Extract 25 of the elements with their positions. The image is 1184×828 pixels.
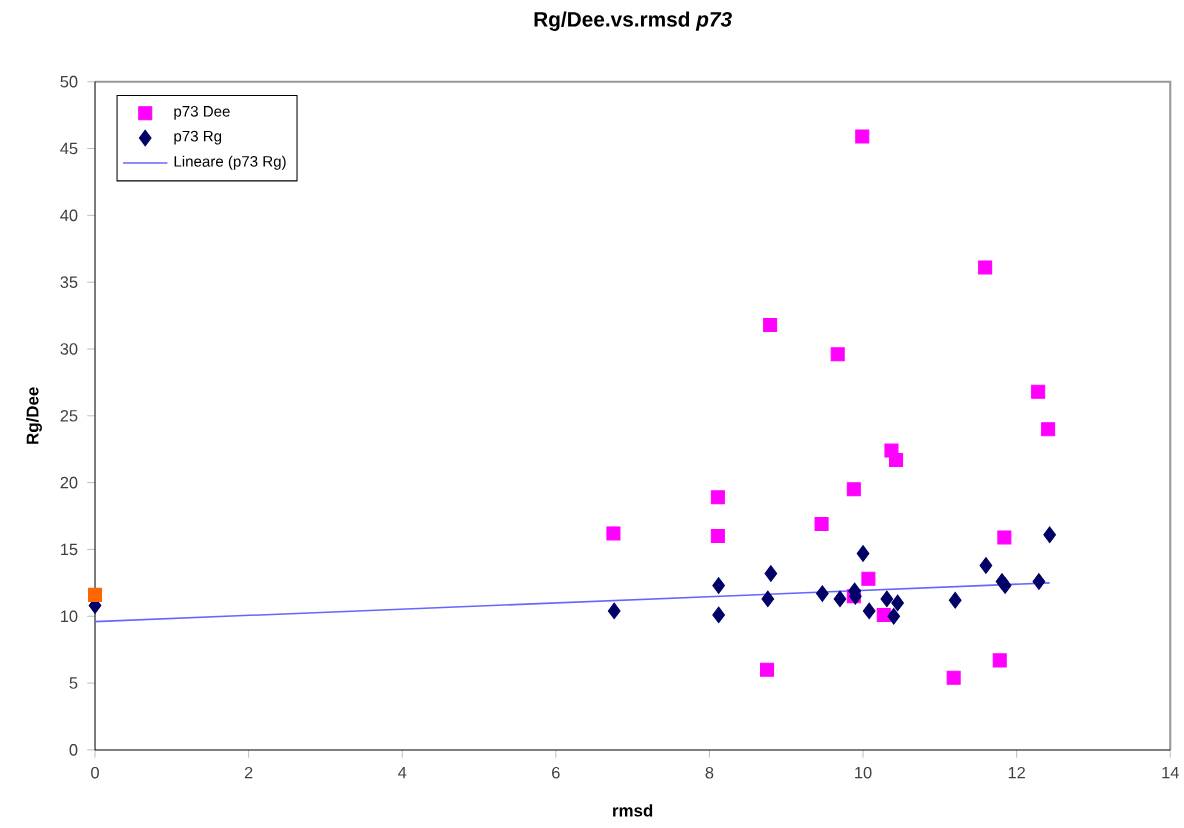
x-axis-title: rmsd bbox=[613, 804, 653, 817]
y-tick-label: 15 bbox=[61, 543, 78, 556]
x-tick-label: 14 bbox=[1162, 766, 1179, 779]
y-tick-label: 30 bbox=[60, 343, 78, 355]
y-tick-label: 0 bbox=[69, 744, 78, 756]
x-tick-label: 10 bbox=[855, 766, 872, 779]
legend-label: p73 Rg bbox=[174, 130, 222, 145]
y-tick-label: 35 bbox=[60, 276, 78, 288]
y-tick-label: 45 bbox=[60, 142, 78, 155]
legend-label: p73 Dee bbox=[174, 106, 230, 120]
x-tick-label: 0 bbox=[91, 766, 99, 779]
y-tick-label: 40 bbox=[60, 209, 78, 222]
legend-label: Lineare (p73 Rg) bbox=[174, 155, 286, 170]
y-tick-label: 5 bbox=[69, 677, 78, 689]
x-tick-label: 12 bbox=[1008, 766, 1025, 779]
chart-title: Rg/Dee.vs.rmsd p73 bbox=[534, 11, 732, 31]
y-tick-label: 20 bbox=[60, 476, 78, 489]
x-tick-label: 6 bbox=[552, 766, 560, 779]
y-tick-label: 50 bbox=[60, 75, 78, 88]
x-tick-label: 8 bbox=[705, 766, 714, 779]
y-tick-label: 25 bbox=[60, 409, 78, 422]
x-tick-label: 2 bbox=[244, 766, 253, 779]
y-axis-title: Rg/Dee bbox=[26, 387, 42, 444]
x-tick-label: 4 bbox=[398, 766, 407, 779]
y-tick-label: 10 bbox=[61, 610, 78, 623]
